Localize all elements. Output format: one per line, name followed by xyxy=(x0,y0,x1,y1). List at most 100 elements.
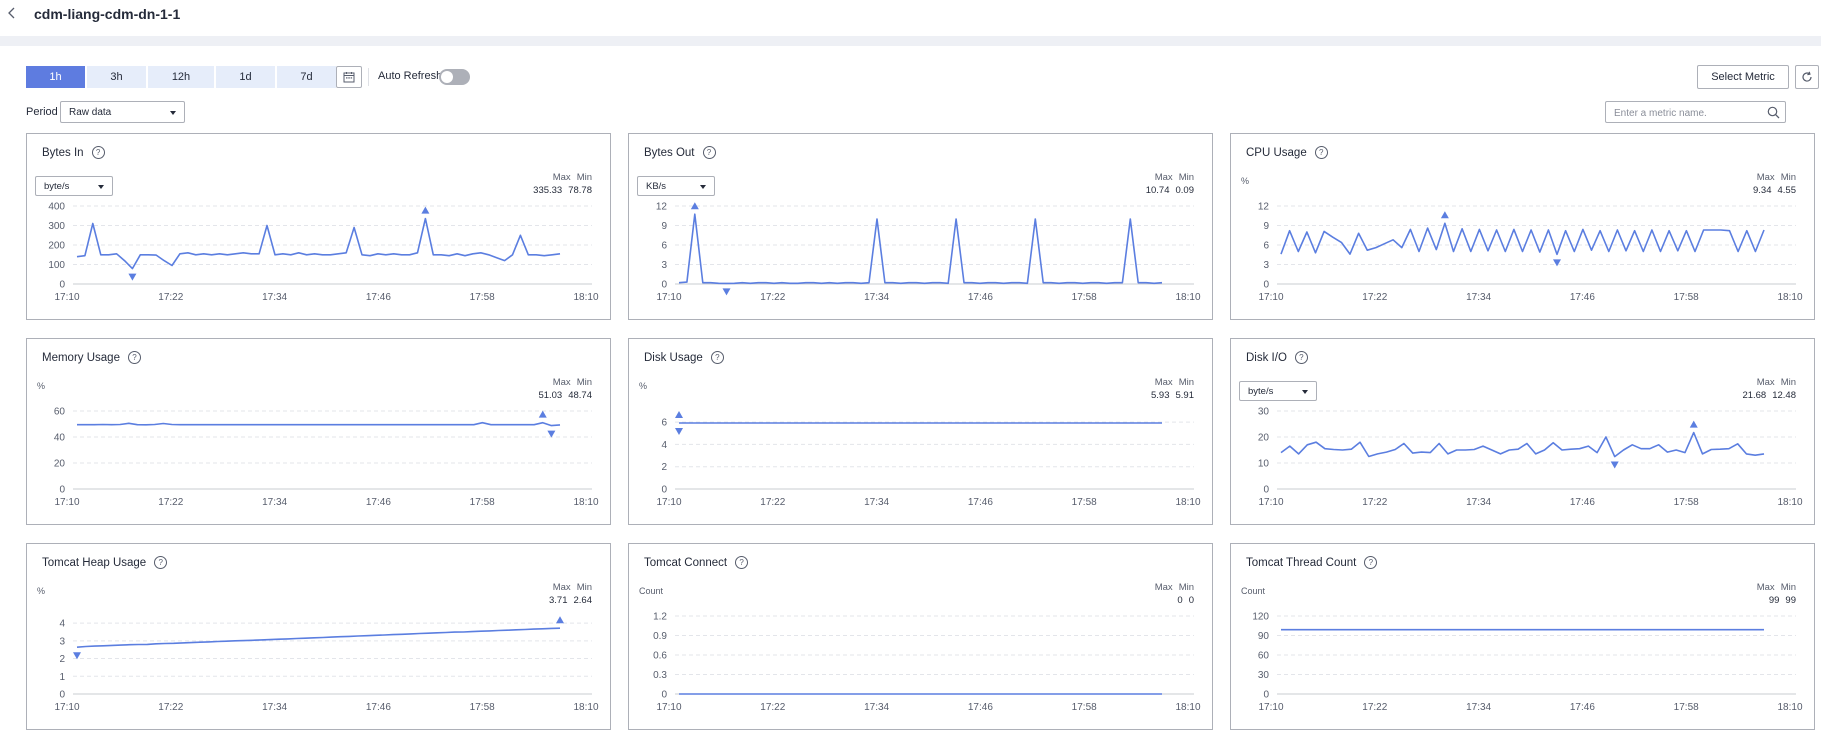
auto-refresh-toggle[interactable] xyxy=(439,69,470,85)
max-min-header: Max Min xyxy=(1149,172,1194,183)
toolbar-divider xyxy=(368,68,369,86)
period-label: Period xyxy=(26,106,58,118)
x-tick-label: 17:10 xyxy=(54,292,79,303)
y-tick-label: 20 xyxy=(1258,433,1270,444)
range-1d-button[interactable]: 1d xyxy=(216,66,275,88)
x-tick-label: 17:10 xyxy=(656,292,681,303)
x-tick-label: 17:10 xyxy=(54,702,79,713)
chart-card-cpu-usage: CPU Usage? % Max Min 9.34 4.55 0 3 6 9 12 17:10… xyxy=(1230,133,1815,320)
x-tick-label: 17:46 xyxy=(366,497,391,508)
y-tick-label: 0 xyxy=(1263,485,1269,496)
y-tick-label: 4 xyxy=(661,440,667,451)
auto-refresh-label: Auto Refresh xyxy=(378,70,443,82)
max-min-values: 9.34 4.55 xyxy=(1747,185,1796,196)
max-label: Max xyxy=(552,582,571,593)
max-value: 9.34 xyxy=(1753,185,1772,196)
chevron-down-icon xyxy=(98,185,104,189)
chart-title: Bytes In xyxy=(42,146,84,159)
help-icon[interactable]: ? xyxy=(154,556,168,569)
max-label: Max xyxy=(552,172,571,183)
min-value: 5.91 xyxy=(1175,390,1195,401)
y-tick-label: 0 xyxy=(59,485,65,496)
range-7d-button[interactable]: 7d xyxy=(277,66,336,88)
line-chart: 0 3 6 9 12 17:10 17:22 17:34 17:46 17:58 18:10 xyxy=(656,202,1201,304)
y-tick-label: 30 xyxy=(1258,407,1270,418)
back-arrow-icon[interactable] xyxy=(6,6,22,22)
x-tick-label: 17:22 xyxy=(760,292,785,303)
x-tick-label: 18:10 xyxy=(1175,497,1200,508)
unit-label: Count xyxy=(1241,586,1266,596)
range-1h-button[interactable]: 1h xyxy=(26,66,85,88)
y-tick-label: 90 xyxy=(1258,631,1270,642)
series-line xyxy=(76,217,561,270)
help-icon[interactable]: ? xyxy=(702,146,716,159)
refresh-button[interactable] xyxy=(1795,65,1819,89)
min-label: Min xyxy=(1780,377,1796,388)
help-icon[interactable]: ? xyxy=(735,556,749,569)
x-tick-label: 17:34 xyxy=(1466,292,1491,303)
max-value: 0 xyxy=(1177,595,1183,606)
x-tick-label: 17:58 xyxy=(470,292,495,303)
x-tick-label: 17:22 xyxy=(760,702,785,713)
y-tick-label: 0 xyxy=(1263,280,1269,291)
unit-select[interactable]: KB/s xyxy=(637,176,715,196)
refresh-icon xyxy=(1802,71,1812,82)
min-value: 4.55 xyxy=(1777,185,1797,196)
y-tick-label: 40 xyxy=(54,433,66,444)
min-label: Min xyxy=(1178,582,1194,593)
x-tick-label: 17:22 xyxy=(760,497,785,508)
range-12h-button[interactable]: 12h xyxy=(148,66,214,88)
max-min-header: Max Min xyxy=(1149,582,1194,593)
max-label: Max xyxy=(1756,172,1775,183)
x-tick-label: 17:22 xyxy=(1362,292,1387,303)
min-label: Min xyxy=(576,377,592,388)
help-icon[interactable]: ? xyxy=(1294,351,1308,364)
y-tick-label: 9 xyxy=(1263,221,1269,232)
max-min-header: Max Min xyxy=(547,172,592,183)
y-tick-label: 0 xyxy=(59,690,65,701)
max-min-header: Max Min xyxy=(1751,172,1796,183)
period-select[interactable]: Raw data xyxy=(60,101,185,123)
x-tick-label: 17:46 xyxy=(1570,292,1595,303)
chart-card-bytes-out: Bytes Out? KB/s Max Min 10.74 0.09 0 3 6 9 12 1… xyxy=(628,133,1213,320)
line-chart: 0 3 6 9 12 17:10 17:22 17:34 17:46 17:58 18:10 xyxy=(1258,202,1803,304)
y-tick-label: 6 xyxy=(1263,241,1269,252)
unit-select[interactable]: byte/s xyxy=(1239,381,1317,401)
help-icon[interactable]: ? xyxy=(1364,556,1378,569)
min-value: 0 xyxy=(1188,595,1194,606)
max-value: 21.68 xyxy=(1742,390,1767,401)
help-icon[interactable]: ? xyxy=(91,146,105,159)
metric-search-input[interactable] xyxy=(1606,102,1766,124)
help-icon[interactable]: ? xyxy=(127,351,141,364)
range-3h-button[interactable]: 3h xyxy=(87,66,146,88)
unit-value: KB/s xyxy=(646,181,667,192)
unit-label: % xyxy=(1241,176,1250,186)
unit-select[interactable]: byte/s xyxy=(35,176,113,196)
help-icon[interactable]: ? xyxy=(1314,146,1328,159)
x-tick-label: 17:46 xyxy=(968,292,993,303)
help-icon[interactable]: ? xyxy=(710,351,724,364)
x-tick-label: 17:58 xyxy=(470,702,495,713)
max-min-values: 3.71 2.64 xyxy=(543,595,592,606)
max-min-values: 10.74 0.09 xyxy=(1140,185,1194,196)
line-chart: 0 2 4 6 17:10 17:22 17:34 17:46 17:58 18:10 xyxy=(656,411,1201,508)
y-tick-label: 300 xyxy=(48,221,65,232)
line-chart: 0 100 200 300 400 17:10 17:22 17:34 17:46 17:58 18… xyxy=(48,202,599,304)
search-icon[interactable] xyxy=(1767,106,1780,119)
x-tick-label: 17:58 xyxy=(1674,702,1699,713)
max-label: Max xyxy=(1154,172,1173,183)
unit-label: % xyxy=(37,586,46,596)
series-line xyxy=(76,627,561,648)
max-marker-icon xyxy=(538,410,547,418)
chevron-down-icon xyxy=(1302,390,1308,394)
y-tick-label: 400 xyxy=(48,202,65,213)
min-value: 48.74 xyxy=(568,390,592,401)
max-value: 3.71 xyxy=(549,595,568,606)
calendar-button[interactable] xyxy=(336,66,362,88)
y-tick-label: 4 xyxy=(59,619,65,630)
max-label: Max xyxy=(552,377,571,388)
select-metric-button[interactable]: Select Metric xyxy=(1697,65,1789,89)
max-label: Max xyxy=(1756,582,1775,593)
